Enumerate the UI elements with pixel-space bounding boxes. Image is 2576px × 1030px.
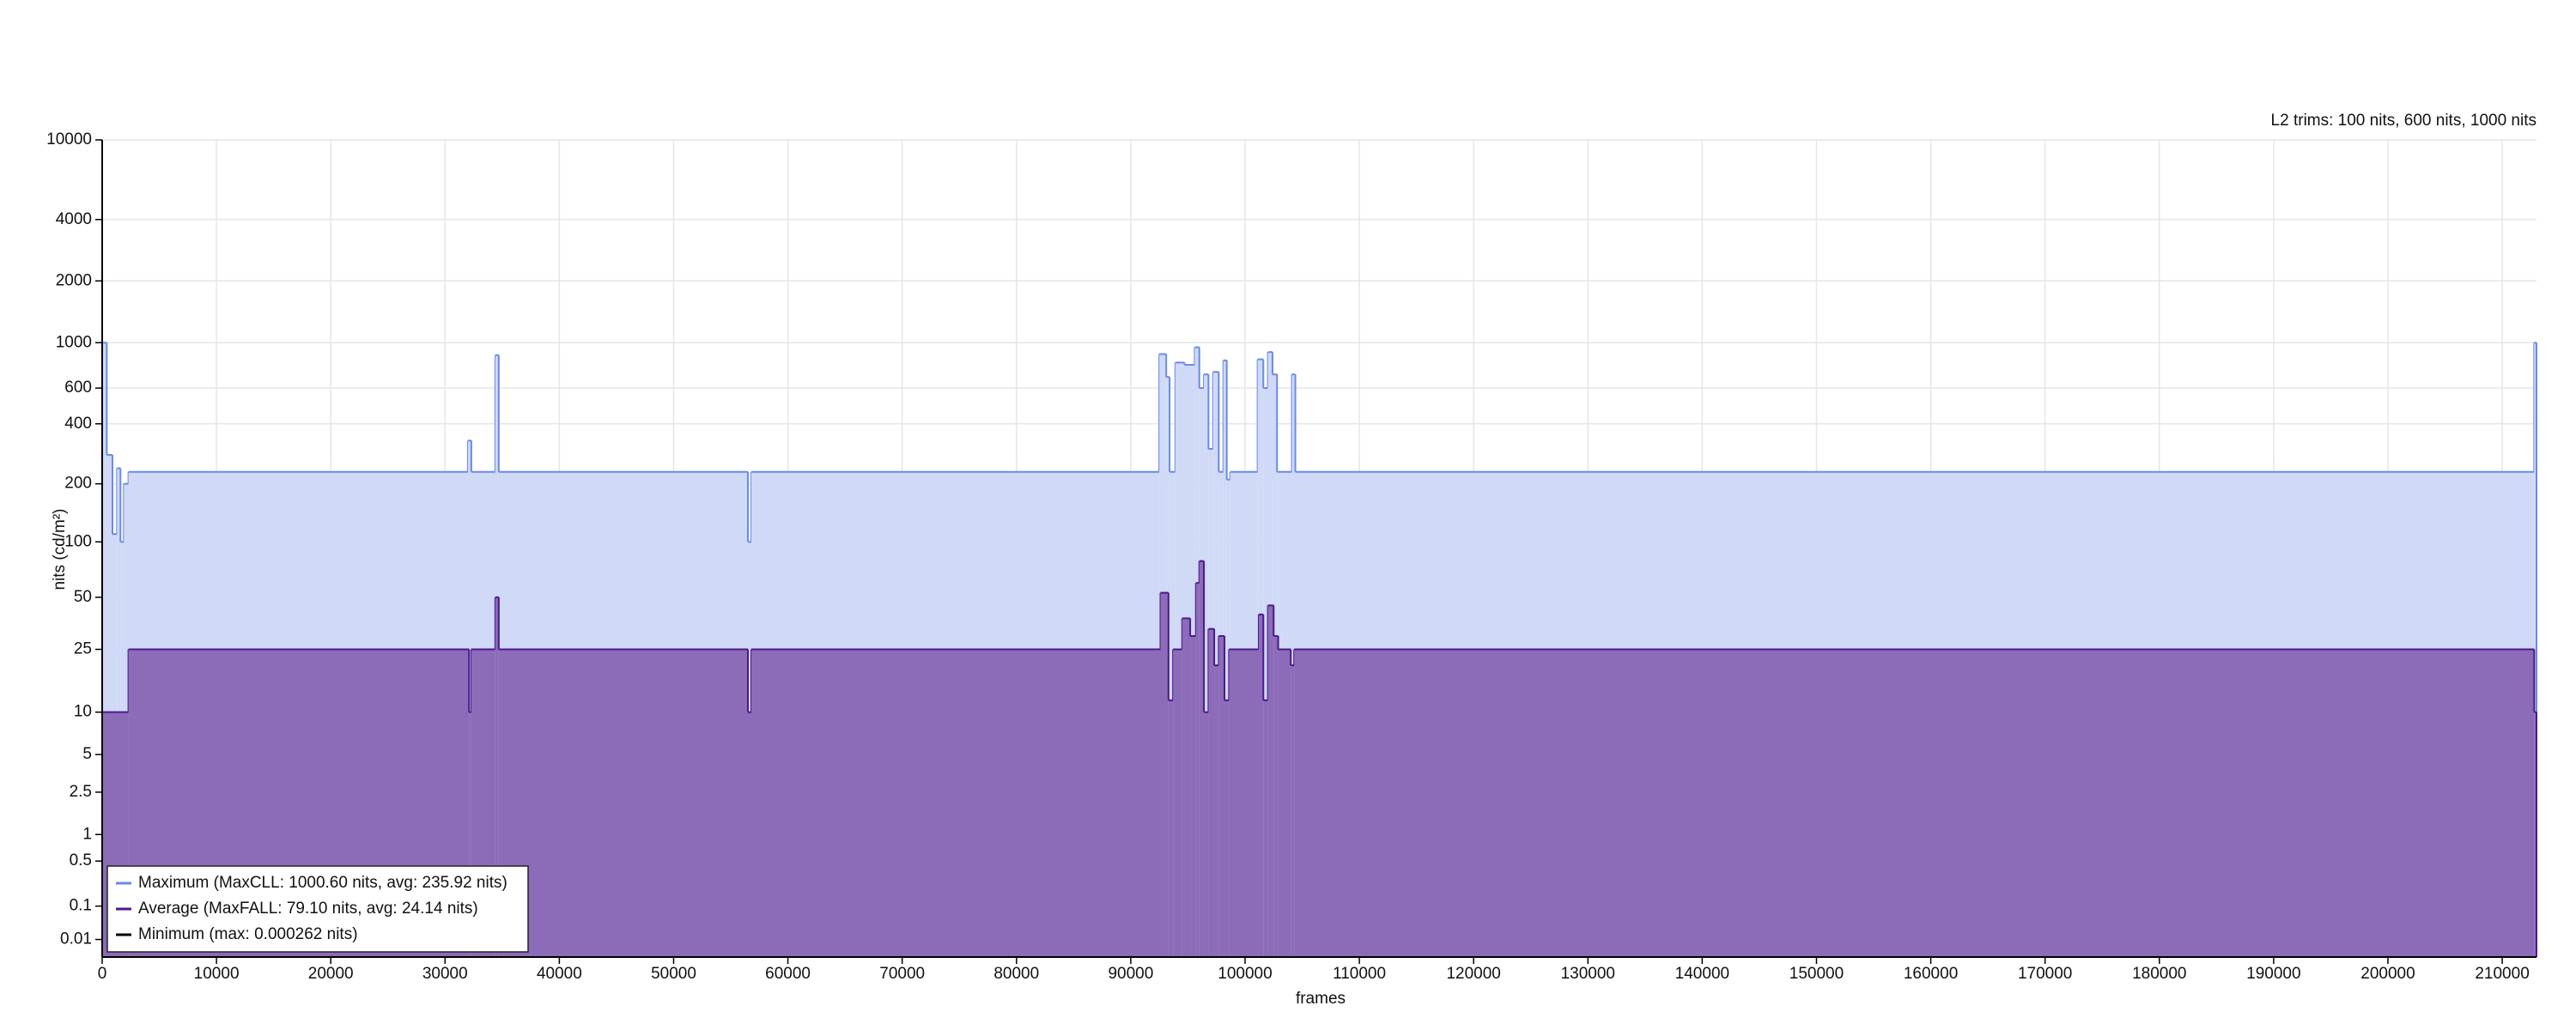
area-segment xyxy=(1168,700,1174,957)
x-tick-label: 140000 xyxy=(1675,965,1729,983)
x-tick-label: 200000 xyxy=(2360,965,2415,983)
y-tick-label: 2.5 xyxy=(70,783,92,801)
x-tick-label: 10000 xyxy=(194,965,240,983)
x-tick-label: 110000 xyxy=(1333,965,1386,983)
area-segment xyxy=(1263,700,1268,957)
area-segment xyxy=(102,342,107,958)
area-segment xyxy=(1273,635,1279,957)
area-segment xyxy=(1204,712,1209,957)
y-tick-label: 100 xyxy=(64,532,92,550)
x-tick-label: 80000 xyxy=(993,965,1039,983)
x-tick-label: 20000 xyxy=(308,965,354,983)
legend-label: Minimum (max: 0.000262 nits) xyxy=(138,925,358,943)
y-tick-label: 5 xyxy=(82,745,92,763)
area-segment xyxy=(1214,665,1219,957)
legend: Maximum (MaxCLL: 1000.60 nits, avg: 235.… xyxy=(106,865,529,953)
x-tick-label: 70000 xyxy=(879,965,925,983)
area-segment xyxy=(1199,560,1205,957)
y-tick-label: 600 xyxy=(64,379,92,397)
y-tick-label: 0.1 xyxy=(70,897,92,915)
y-tick-label: 25 xyxy=(74,640,92,658)
area-segment xyxy=(1173,649,1182,957)
area-segment xyxy=(2534,342,2537,958)
area-segment xyxy=(1190,635,1196,957)
area-segment xyxy=(1229,649,1259,957)
area-segment xyxy=(1294,649,2535,957)
x-tick-label: 30000 xyxy=(422,965,468,983)
area-segment xyxy=(469,712,471,957)
x-tick-label: 90000 xyxy=(1108,965,1153,983)
y-tick-label: 1 xyxy=(82,825,92,843)
x-tick-label: 180000 xyxy=(2132,965,2186,983)
area-segment xyxy=(1218,635,1225,957)
series xyxy=(102,560,2537,957)
area-segment xyxy=(1208,628,1215,957)
area-segment xyxy=(1263,388,1268,957)
y-tick-label: 0.01 xyxy=(60,930,92,948)
legend-label: Maximum (MaxCLL: 1000.60 nits, avg: 235.… xyxy=(138,874,507,892)
area-segment xyxy=(1224,700,1230,957)
area-segment xyxy=(1204,374,1209,957)
annotation: L2 trims: 100 nits, 600 nits, 1000 nits xyxy=(2271,112,2537,130)
x-tick-label: 130000 xyxy=(1561,965,1615,983)
x-tick-label: 60000 xyxy=(765,965,811,983)
area-segment xyxy=(748,712,751,957)
x-tick-label: 50000 xyxy=(651,965,696,983)
y-axis-label: nits (cd/m²) xyxy=(51,509,69,591)
x-axis-label: frames xyxy=(1296,990,1346,1008)
y-tick-label: 200 xyxy=(64,475,92,493)
area-segment xyxy=(1160,592,1169,957)
area-segment xyxy=(1258,614,1264,957)
y-tick-label: 1000 xyxy=(56,333,92,351)
legend-label: Average (MaxFALL: 79.10 nits, avg: 24.14… xyxy=(138,900,478,918)
legend-box xyxy=(106,865,529,953)
area-segment xyxy=(1267,605,1274,957)
x-tick-label: 210000 xyxy=(2475,965,2529,983)
y-tick-label: 400 xyxy=(64,415,92,433)
x-tick-label: 150000 xyxy=(1789,965,1844,983)
x-tick-label: 190000 xyxy=(2246,965,2300,983)
x-tick-label: 100000 xyxy=(1218,965,1272,983)
x-tick-label: 120000 xyxy=(1446,965,1500,983)
y-tick-label: 50 xyxy=(74,588,92,606)
y-tick-label: 2000 xyxy=(56,271,92,289)
x-tick-label: 160000 xyxy=(1904,965,1958,983)
area-segment xyxy=(2534,712,2537,957)
area-segment xyxy=(1291,665,1295,957)
area-segment xyxy=(1182,618,1191,957)
area-segment xyxy=(1195,583,1200,957)
y-tick-label: 10000 xyxy=(46,130,92,148)
area-segment xyxy=(495,597,499,957)
area-segment xyxy=(1278,649,1291,957)
x-tick-label: 170000 xyxy=(2018,965,2072,983)
y-tick-label: 0.5 xyxy=(70,851,92,869)
y-tick-label: 4000 xyxy=(56,210,92,228)
area-segment xyxy=(751,649,1161,957)
x-tick-label: 0 xyxy=(98,965,107,983)
y-tick-label: 10 xyxy=(74,703,92,721)
area-segment xyxy=(498,649,749,957)
area-segment xyxy=(106,454,112,957)
x-tick-label: 40000 xyxy=(537,965,582,983)
